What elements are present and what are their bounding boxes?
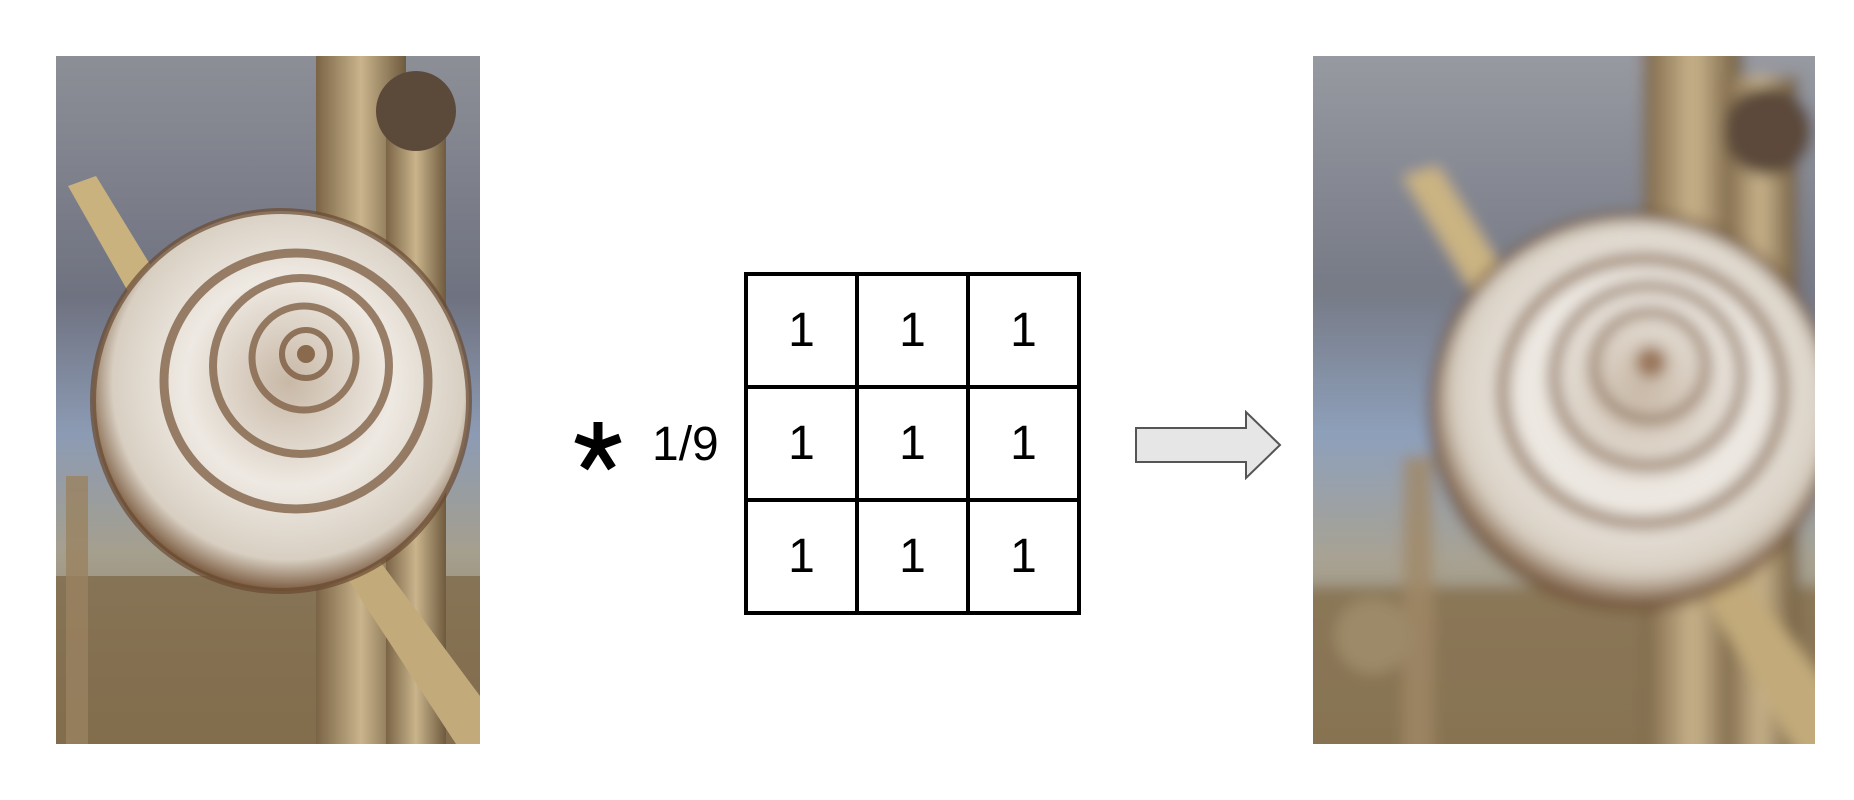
blurred-snail-illustration	[1313, 56, 1815, 744]
kernel-cell: 1	[966, 498, 1081, 615]
kernel-cell: 1	[744, 498, 859, 615]
kernel-cell: 1	[855, 385, 970, 502]
kernel-grid: 1 1 1 1 1 1 1 1 1	[744, 272, 1081, 615]
blurred-snail-image	[1313, 56, 1815, 744]
kernel-cell: 1	[855, 498, 970, 615]
kernel-row: 1 1 1	[744, 498, 1081, 615]
kernel-cell: 1	[855, 272, 970, 389]
original-snail-image	[56, 56, 480, 744]
kernel-cell: 1	[744, 385, 859, 502]
kernel-row: 1 1 1	[744, 272, 1081, 389]
scale-factor-label: 1/9	[652, 418, 719, 471]
kernel-row: 1 1 1	[744, 385, 1081, 502]
original-snail-illustration	[56, 56, 480, 744]
kernel-cell: 1	[744, 272, 859, 389]
kernel-cell: 1	[966, 385, 1081, 502]
convolution-asterisk-icon	[574, 422, 622, 471]
kernel-cell: 1	[966, 272, 1081, 389]
arrow-right-icon	[1135, 410, 1282, 480]
